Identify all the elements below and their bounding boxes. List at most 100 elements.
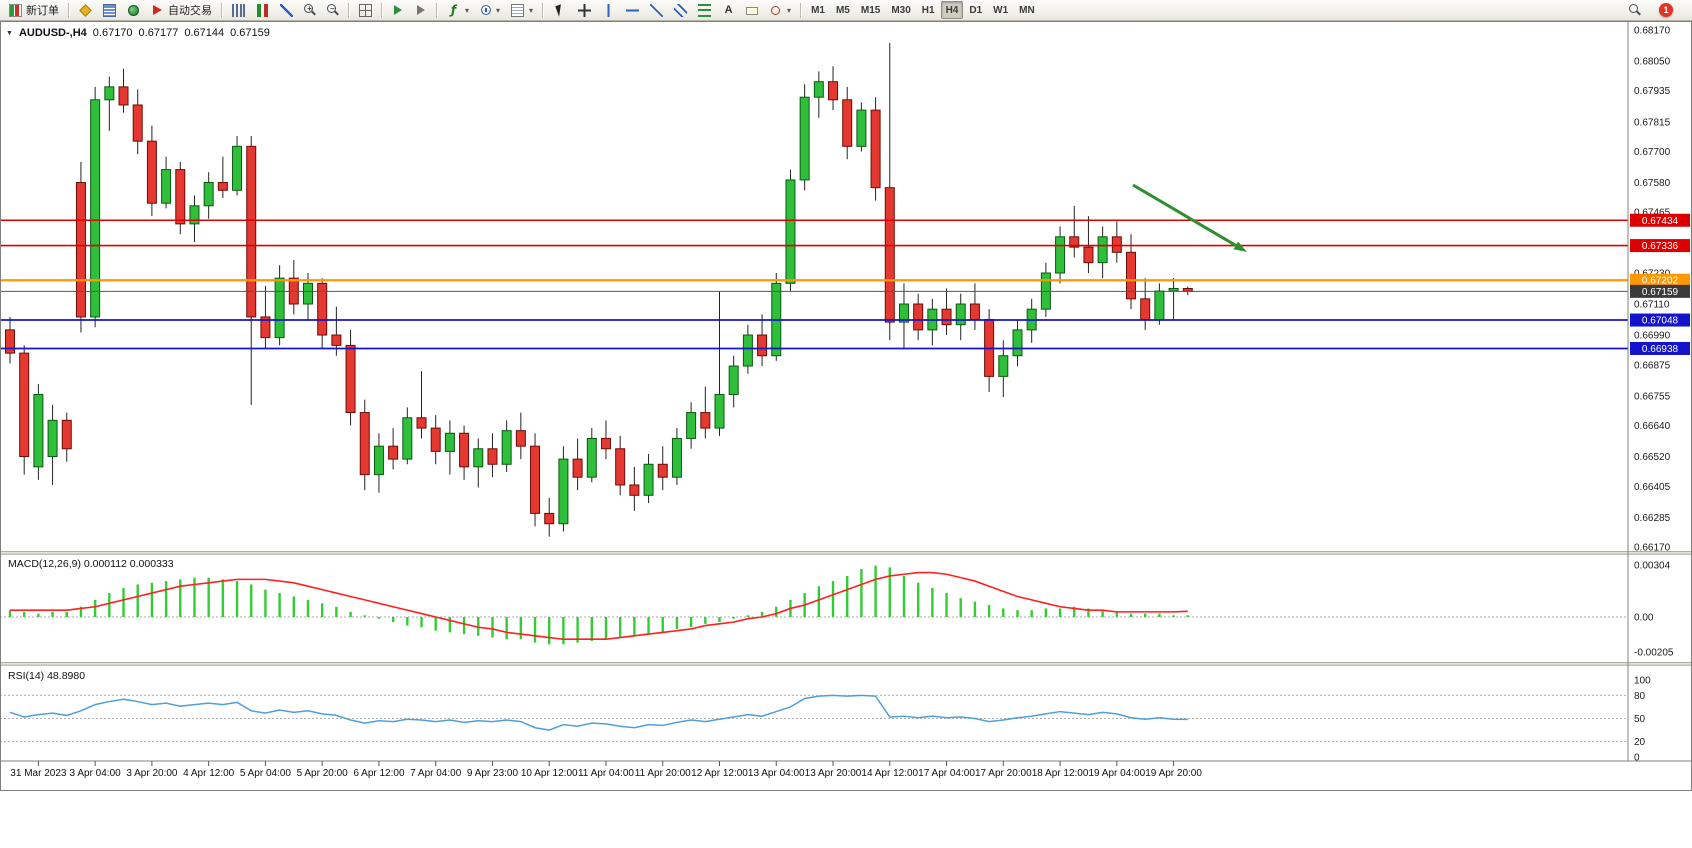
timeframe-m30-button[interactable]: M30 xyxy=(886,1,915,19)
shapes-icon xyxy=(771,5,781,15)
svg-text:0.66285: 0.66285 xyxy=(1634,513,1671,524)
line-chart-button[interactable] xyxy=(275,1,298,19)
magnifier-icon xyxy=(1629,4,1638,13)
timeframe-h1-button-label: H1 xyxy=(921,4,935,16)
svg-text:0: 0 xyxy=(1634,753,1640,764)
svg-text:10 Apr 12:00: 10 Apr 12:00 xyxy=(521,768,578,779)
auto-trading-button[interactable]: 自动交易 xyxy=(146,1,217,19)
search-button[interactable] xyxy=(1624,1,1646,19)
svg-text:18 Apr 12:00: 18 Apr 12:00 xyxy=(1032,768,1089,779)
navigator-button[interactable] xyxy=(122,1,145,19)
toolbar-separator xyxy=(221,2,223,18)
svg-text:11 Apr 20:00: 11 Apr 20:00 xyxy=(635,768,691,779)
shapes-button[interactable]: ▾ xyxy=(764,1,796,19)
trend-arrow[interactable] xyxy=(1132,183,1247,252)
support-line-2[interactable]: 0.66938 xyxy=(0,341,1690,355)
trendline-icon xyxy=(650,3,664,17)
support-line-1[interactable]: 0.67048 xyxy=(0,313,1690,327)
svg-text:7 Apr 04:00: 7 Apr 04:00 xyxy=(410,768,462,779)
svg-text:17 Apr 20:00: 17 Apr 20:00 xyxy=(975,768,1032,779)
trendline-button[interactable] xyxy=(645,1,668,19)
zoom-out-button[interactable] xyxy=(322,1,344,19)
timeframe-m1-button-label: M1 xyxy=(811,4,825,16)
quote-low: 0.67144 xyxy=(184,27,225,39)
text-label-button[interactable] xyxy=(741,1,763,19)
fibonacci-button[interactable] xyxy=(693,1,716,19)
quote-open: 0.67170 xyxy=(92,27,133,39)
tile-windows-icon xyxy=(359,3,372,17)
notifications-button[interactable]: 1 xyxy=(1654,1,1678,19)
timeframe-m5-button-label: M5 xyxy=(835,4,850,16)
templates-button[interactable]: ▾ xyxy=(506,1,538,19)
svg-text:13 Apr 20:00: 13 Apr 20:00 xyxy=(805,768,862,779)
svg-text:0.00: 0.00 xyxy=(1634,613,1654,624)
quote-high: 0.67177 xyxy=(138,27,179,39)
svg-text:0.67202: 0.67202 xyxy=(1642,276,1679,287)
dropdown-arrow-icon: ▾ xyxy=(496,5,501,15)
timeframe-h1-button[interactable]: H1 xyxy=(917,1,940,19)
svg-text:3 Apr 20:00: 3 Apr 20:00 xyxy=(126,768,178,779)
svg-text:0.67336: 0.67336 xyxy=(1642,241,1679,252)
text-icon: A xyxy=(724,3,733,16)
indicators-button[interactable]: ƒ ▾ xyxy=(442,1,474,19)
cursor-button[interactable] xyxy=(548,1,572,19)
pivot-line[interactable]: 0.67202 xyxy=(0,273,1690,287)
bar-chart-button[interactable] xyxy=(227,1,250,19)
auto-scroll-button[interactable] xyxy=(387,1,409,19)
svg-text:0.66875: 0.66875 xyxy=(1634,360,1671,371)
chart-shift-button[interactable] xyxy=(410,1,432,19)
svg-text:0.67159: 0.67159 xyxy=(1642,287,1679,298)
new-order-button[interactable]: 新订单 xyxy=(4,1,64,19)
tile-windows-button[interactable] xyxy=(354,1,377,19)
horizontal-line-button[interactable] xyxy=(621,1,644,19)
timeframe-w1-button-label: W1 xyxy=(993,4,1009,16)
chart-shift-icon xyxy=(417,5,425,15)
svg-text:12 Apr 12:00: 12 Apr 12:00 xyxy=(691,768,748,779)
svg-text:13 Apr 04:00: 13 Apr 04:00 xyxy=(748,768,805,779)
timeframe-m5-button[interactable]: M5 xyxy=(831,1,855,19)
svg-text:50: 50 xyxy=(1634,714,1646,725)
timeframe-w1-button[interactable]: W1 xyxy=(988,1,1013,19)
toolbar-group-order: 新订单 xyxy=(4,1,64,19)
svg-text:4 Apr 12:00: 4 Apr 12:00 xyxy=(183,768,235,779)
svg-text:0.67048: 0.67048 xyxy=(1642,316,1679,327)
toolbar-group-windows xyxy=(354,1,377,19)
svg-text:5 Apr 04:00: 5 Apr 04:00 xyxy=(240,768,292,779)
svg-text:14 Apr 12:00: 14 Apr 12:00 xyxy=(861,768,918,779)
timeframe-h4-button[interactable]: H4 xyxy=(940,1,964,19)
resistance-line-2[interactable]: 0.67336 xyxy=(0,239,1690,253)
timeframe-m15-button[interactable]: M15 xyxy=(856,1,885,19)
timeframe-m1-button[interactable]: M1 xyxy=(806,1,830,19)
timeframe-m15-button-label: M15 xyxy=(860,4,881,16)
candlestick-chart-button[interactable] xyxy=(251,1,274,19)
vline-icon xyxy=(602,3,616,17)
svg-text:3 Apr 04:00: 3 Apr 04:00 xyxy=(70,768,122,779)
vertical-line-button[interactable] xyxy=(597,1,620,19)
text-button[interactable]: A xyxy=(717,1,740,19)
svg-text:17 Apr 04:00: 17 Apr 04:00 xyxy=(918,768,975,779)
new-order-button-label: 新订单 xyxy=(26,5,59,17)
candle-chart-icon xyxy=(256,3,269,17)
data-window-icon xyxy=(103,3,116,17)
data-window-button[interactable] xyxy=(98,1,121,19)
resistance-line-1[interactable]: 0.67434 xyxy=(0,213,1690,227)
quote-dropdown-icon[interactable]: ▼ xyxy=(6,29,13,37)
bar-chart-icon xyxy=(232,3,245,17)
macd-histogram xyxy=(8,565,1189,645)
timeframe-d1-button[interactable]: D1 xyxy=(964,1,987,19)
svg-text:0.66938: 0.66938 xyxy=(1642,344,1679,355)
market-watch-button[interactable] xyxy=(74,1,97,19)
fibonacci-icon xyxy=(698,3,712,17)
auto-scroll-icon xyxy=(394,5,402,15)
svg-text:0.67935: 0.67935 xyxy=(1634,86,1671,97)
clock-icon xyxy=(480,5,491,15)
crosshair-button[interactable] xyxy=(573,1,596,19)
zoom-in-icon xyxy=(304,4,314,13)
periods-button[interactable]: ▾ xyxy=(475,1,505,19)
timeframe-mn-button[interactable]: MN xyxy=(1014,1,1040,19)
zoom-in-button[interactable] xyxy=(299,1,321,19)
channel-button[interactable] xyxy=(669,1,692,19)
svg-text:11 Apr 04:00: 11 Apr 04:00 xyxy=(578,768,634,779)
toolbar-group-terminal: 自动交易 xyxy=(74,1,217,19)
price-chart[interactable]: 0.68170 0.68050 0.67935 0.67815 0.67700 0.675… xyxy=(0,21,1692,791)
